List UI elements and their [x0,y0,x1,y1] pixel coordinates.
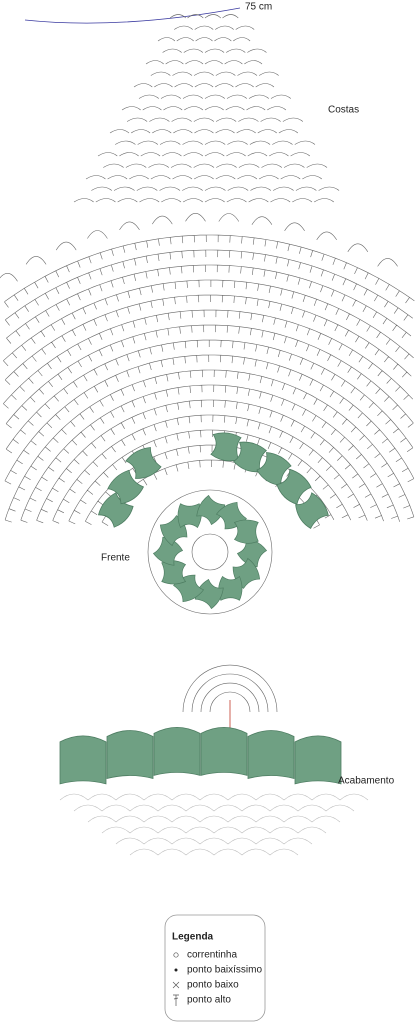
legend-item: correntinha [187,950,237,961]
petal [196,494,226,526]
legend-symbol [172,981,180,989]
back-rows [73,14,340,203]
finish-rows [59,793,369,856]
petal [97,492,134,528]
front-label: Frente [101,553,130,564]
legend-box [164,914,266,1022]
band-segment [106,730,154,780]
petal [107,469,144,505]
measure-line [24,7,241,24]
finish-fan [182,664,278,713]
finishing-label: Acabamento [338,776,395,787]
legend-symbol [173,994,179,1006]
legend-item: ponto alto [187,995,231,1006]
petal [210,432,242,462]
center-ring [191,533,229,571]
petal [276,468,312,505]
petal [236,538,268,568]
petal [218,575,243,601]
front-rows [3,234,415,529]
legend-symbol [173,952,179,958]
band-segment [153,727,201,776]
band-segment [247,730,295,780]
band-segment [294,735,342,785]
legend-title: Legenda [172,932,214,943]
petal [177,503,202,529]
petal [194,578,224,610]
petal [161,560,187,585]
fan-scallops [0,213,398,282]
band-segment [59,735,107,785]
legend-item: ponto baixíssimo [187,965,262,976]
petal [295,492,329,529]
back-label: Costas [328,105,359,116]
legend-item: ponto baixo [187,980,239,991]
stitch-pattern [0,7,415,856]
petal [125,447,162,479]
center-ring [147,489,273,615]
legend-symbol [174,968,178,972]
petal [233,519,259,544]
petal [152,536,184,566]
measurement: 75 cm [245,2,272,13]
band-segment [200,727,248,776]
